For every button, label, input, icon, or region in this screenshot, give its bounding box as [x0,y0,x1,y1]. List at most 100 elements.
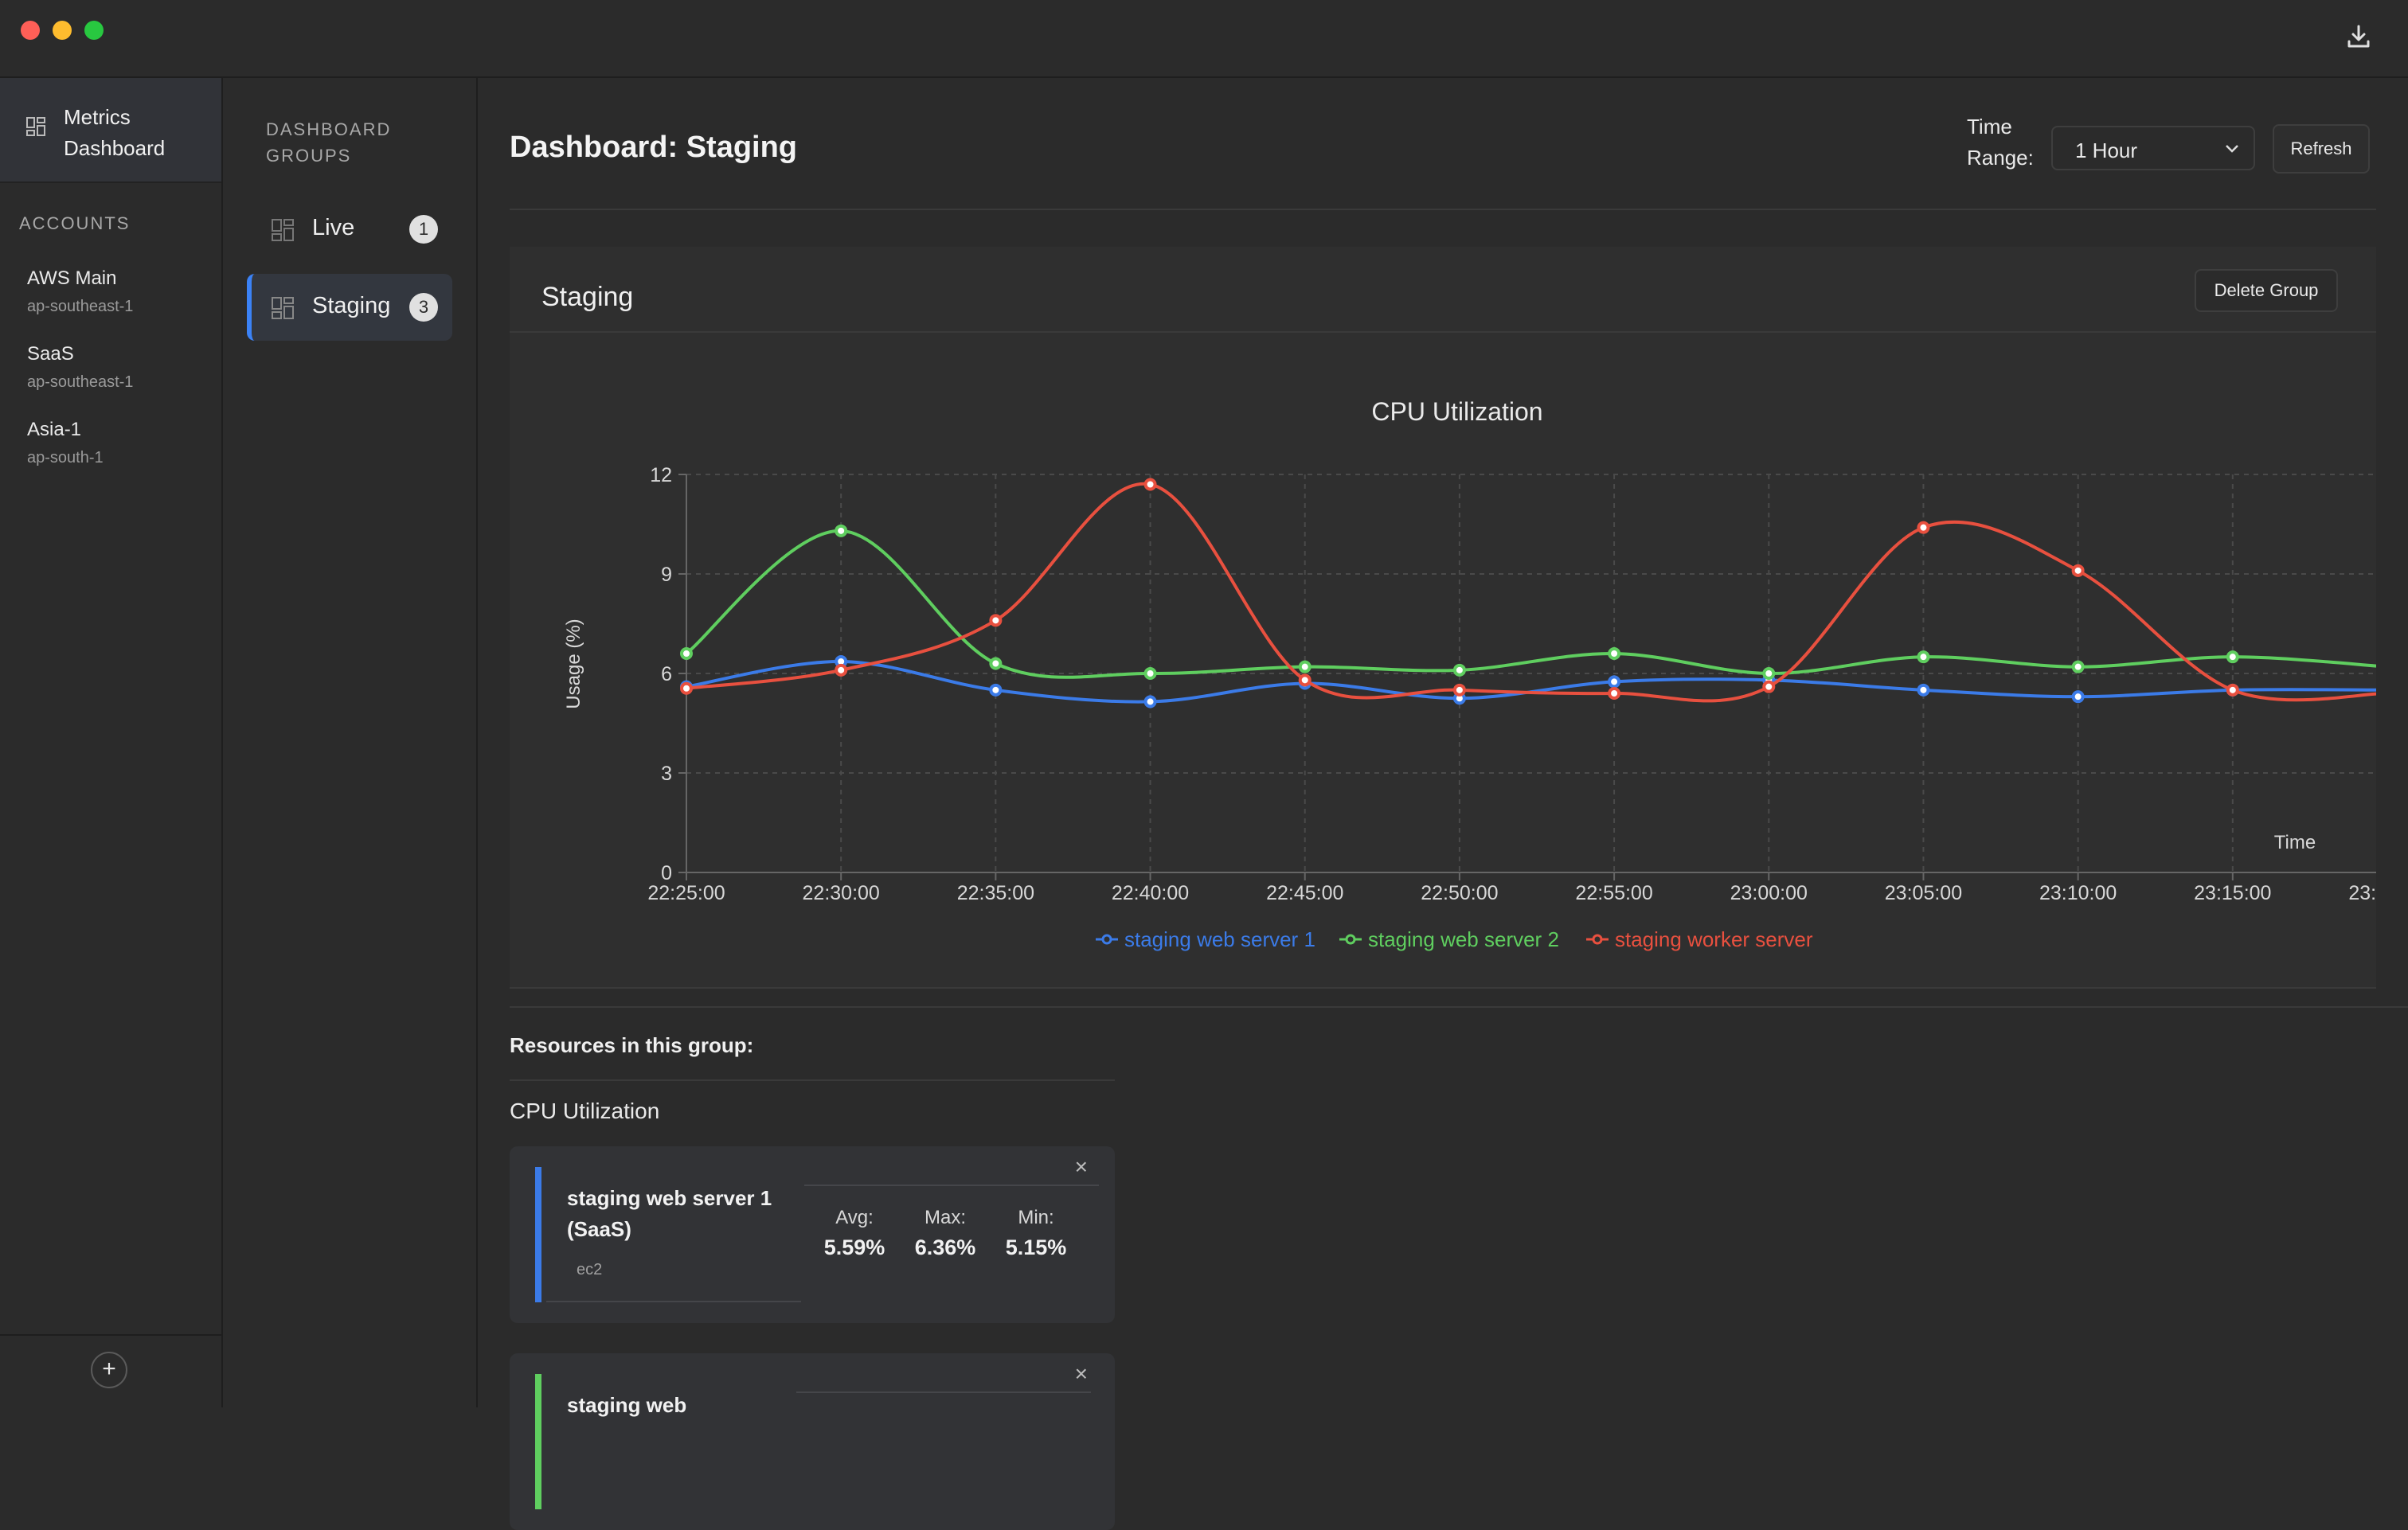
remove-resource-button[interactable]: × [1074,1361,1088,1386]
divider [804,1185,1099,1186]
min-label: Min: [1018,1207,1054,1228]
chart-x-axis-label: Time [2274,832,2316,853]
data-point [835,524,848,537]
avg-stat: Avg: 5.59% [811,1207,898,1260]
window-titlebar [0,0,2408,78]
group-item-staging[interactable]: Staging 3 [247,274,452,341]
divider [510,209,2376,210]
data-point [2071,564,2085,577]
group-count-badge: 3 [409,293,438,322]
chart-axes: 0 3 6 9 12 22:25:00 22:30:00 22:35:00 22:40:00 22… [647,464,2376,904]
brand[interactable]: Metrics Dashboard [0,78,221,183]
divider [510,1006,2408,1008]
page-title: Dashboard: Staging [510,131,798,164]
data-point [2071,690,2085,704]
avg-label: Avg: [835,1207,874,1228]
data-point [989,657,1003,670]
divider [510,1079,1115,1081]
legend-label: staging worker server [1615,927,1813,951]
data-point [680,681,693,695]
data-point [2226,650,2239,664]
data-point [1608,675,1621,689]
max-value: 6.36% [914,1235,976,1259]
data-point [1143,695,1157,708]
accounts-header: ACCOUNTS [19,213,131,233]
sidebar-footer: + [0,1334,221,1407]
data-point [680,647,693,660]
account-name: AWS Main [27,267,117,289]
x-tick-label: 23:20:00 [2348,882,2376,904]
group-panel: Staging Delete Group CPU Utilization Usa… [510,247,2376,989]
x-tick-label: 22:50:00 [1421,882,1498,904]
account-region: ap-south-1 [27,449,104,466]
dashboard-icon [26,117,45,136]
x-tick-label: 23:10:00 [2039,882,2117,904]
account-name: Asia-1 [27,419,82,440]
close-window-button[interactable] [21,21,40,40]
dashboard-icon [272,297,294,319]
chart-series [680,478,2376,708]
dashboard-icon [272,219,294,241]
cpu-utilization-chart: CPU Utilization Usage (%) Time 0 3 6 9 12 22:… [563,397,2376,951]
y-tick-label: 9 [661,564,672,586]
legend-swatch-point [1345,934,1356,945]
group-item-label: Staging [312,293,391,318]
divider [796,1391,1091,1393]
chart-y-axis-label: Usage (%) [563,619,584,708]
add-account-button[interactable]: + [91,1352,127,1388]
time-range-label: Time Range: [1967,111,2046,174]
x-tick-label: 23:05:00 [1885,882,1962,904]
group-count-badge: 1 [409,215,438,244]
remove-resource-button[interactable]: × [1074,1154,1088,1179]
resource-name: staging web [567,1393,687,1417]
account-item-saas[interactable]: SaaS ap-southeast-1 [27,343,133,392]
refresh-button[interactable]: Refresh [2273,124,2370,174]
account-region: ap-southeast-1 [27,298,134,315]
data-point [1298,660,1312,673]
resource-name: staging web server 1 (SaaS) [567,1186,772,1241]
x-tick-label: 22:55:00 [1575,882,1652,904]
chart-legend[interactable]: staging web server 1 staging web server 2… [1096,927,1813,951]
minimize-window-button[interactable] [53,21,72,40]
resource-type: ec2 [577,1261,603,1278]
divider [546,1301,801,1302]
legend-swatch-point [1101,934,1112,945]
y-tick-label: 12 [650,464,672,486]
resource-card: × staging web server 1 (SaaS) ec2 Avg: 5… [510,1146,1115,1323]
legend-label: staging web server 2 [1368,927,1559,951]
time-range-select[interactable]: 1 Hour [2051,126,2255,170]
group-item-live[interactable]: Live 1 [247,196,452,263]
data-point [989,683,1003,697]
data-point [1917,683,1930,697]
delete-group-button[interactable]: Delete Group [2195,269,2338,312]
y-tick-label: 6 [661,663,672,685]
time-range-label-text: Time Range: [1967,115,2034,170]
brand-title: Metrics Dashboard [64,105,166,160]
min-value: 5.15% [1005,1235,1067,1259]
x-tick-label: 23:00:00 [1730,882,1808,904]
data-point [2071,660,2085,673]
data-point [1452,683,1466,697]
series-line [686,482,2376,703]
account-item-asia-1[interactable]: Asia-1 ap-south-1 [27,419,104,467]
series-line [686,659,2376,704]
min-stat: Min: 5.15% [992,1207,1080,1260]
sidebar: Metrics Dashboard ACCOUNTS AWS Main ap-s… [0,78,223,1407]
max-stat: Max: 6.36% [901,1207,989,1260]
y-tick-label: 3 [661,763,672,785]
group-item-label: Live [312,215,355,240]
divider [510,331,2376,333]
max-label: Max: [924,1207,966,1228]
legend-label: staging web server 1 [1124,927,1315,951]
download-icon[interactable] [2344,22,2373,51]
x-tick-label: 22:35:00 [957,882,1034,904]
resources-header: Resources in this group: [510,1033,754,1057]
x-tick-label: 22:40:00 [1112,882,1189,904]
account-item-aws-main[interactable]: AWS Main ap-southeast-1 [27,267,133,316]
data-point [1608,687,1621,700]
data-point [1762,667,1776,680]
y-tick-label: 0 [661,862,672,884]
zoom-window-button[interactable] [84,21,104,40]
data-point [1762,680,1776,693]
data-point [1143,478,1157,491]
